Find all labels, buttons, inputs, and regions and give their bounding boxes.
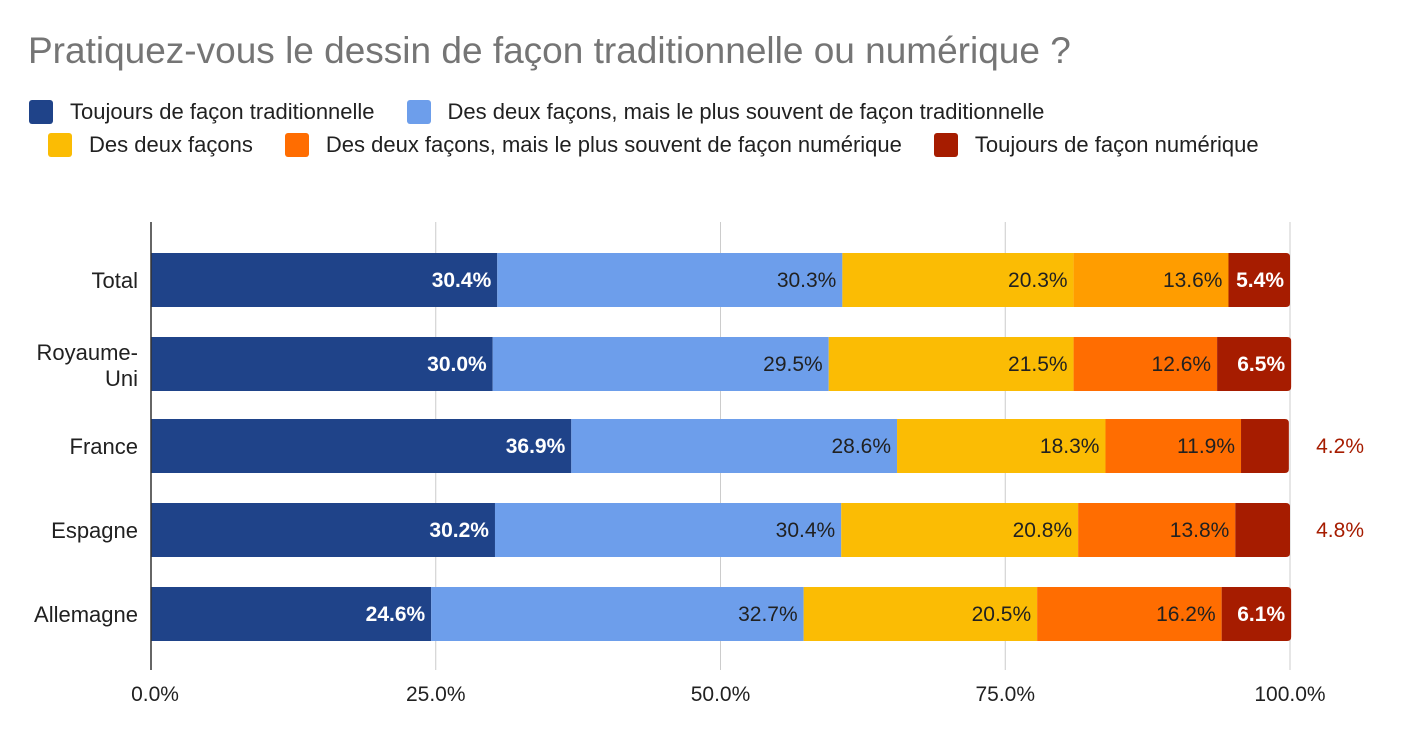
bar-segment [151,503,495,557]
data-label: 6.5% [1237,353,1285,376]
legend-item[interactable]: Toujours de façon numérique [933,132,1259,158]
bar-segment [828,337,1074,391]
data-label: 4.2% [1316,435,1364,458]
category-label: Royaume-Uni [37,340,138,391]
bar-segment [1105,419,1242,473]
data-label: 20.5% [972,603,1032,626]
bar-segment [151,587,432,641]
legend-item[interactable]: Des deux façons [48,132,253,158]
category-label: Total [92,268,138,293]
bar-segment [1073,253,1229,307]
bar-segment [151,419,572,473]
data-label: 20.3% [1008,269,1068,292]
bar-segment [151,337,493,391]
data-label: 12.6% [1152,353,1212,376]
bar-segment [1078,503,1236,557]
bar-segment [1228,253,1290,307]
bar-segment [497,253,843,307]
legend-label: Toujours de façon numérique [974,132,1259,157]
x-tick-label: 75.0% [975,683,1035,706]
data-label: 32.7% [738,603,798,626]
data-label: 36.9% [506,435,566,458]
data-label: 30.4% [432,269,492,292]
bar-segment [492,337,829,391]
bar-segment [1241,419,1289,473]
data-label: 13.6% [1163,269,1223,292]
legend-swatch [29,100,53,124]
bar-segment [1217,337,1292,391]
legend-label: Des deux façons, mais le plus souvent de… [325,132,902,157]
chart-title: Pratiquez-vous le dessin de façon tradit… [28,30,1071,71]
data-label: 11.9% [1177,435,1235,458]
legend-item[interactable]: Toujours de façon traditionnelle [29,99,375,125]
bar-segment [841,503,1079,557]
bar-segment [842,253,1074,307]
data-label: 24.6% [366,603,426,626]
bar-segment [494,503,842,557]
x-tick-label: 25.0% [406,683,466,706]
data-label: 29.5% [763,353,823,376]
legend-label: Des deux façons [89,132,253,157]
category-label: Allemagne [34,602,138,627]
legend-label: Toujours de façon traditionnelle [70,99,375,124]
legend-swatch [406,100,431,124]
bar-segment [151,253,498,307]
bar-segment [1037,587,1222,641]
x-tick-label: 50.0% [691,683,751,706]
category-label: Espagne [51,518,138,543]
data-label: 30.0% [427,353,487,376]
legend-swatch [284,133,309,157]
data-label: 30.2% [429,519,489,542]
data-label: 16.2% [1156,603,1216,626]
legend-row-2: Des deux façons Des deux façons, mais le … [48,132,1291,158]
data-label: 21.5% [1008,353,1068,376]
bar-segment [1073,337,1218,391]
bar-segment [803,587,1038,641]
legend-swatch [933,133,958,157]
legend-item[interactable]: Des deux façons, mais le plus souvent de… [284,132,902,158]
data-label: 18.3% [1040,435,1100,458]
data-label: 28.6% [831,435,891,458]
bar-segment [897,419,1106,473]
bar-segment [571,419,898,473]
legend-swatch [48,133,72,157]
data-label: 20.8% [1013,519,1073,542]
data-label: 6.1% [1237,603,1285,626]
data-label: 5.4% [1236,269,1284,292]
data-label: 4.8% [1316,519,1364,542]
data-label: 30.4% [776,519,836,542]
bar-segment [1235,503,1290,557]
bar-segment [431,587,804,641]
x-tick-label: 100.0% [1254,683,1325,706]
bar-segment [1221,587,1292,641]
category-label: France [70,434,138,459]
legend-label: Des deux façons, mais le plus souvent de… [447,99,1045,124]
data-label: 13.8% [1170,519,1230,542]
legend-item[interactable]: Des deux façons, mais le plus souvent de… [406,99,1045,125]
data-label: 30.3% [777,269,837,292]
legend-row-1: Toujours de façon traditionnelle Des deux… [29,99,1076,125]
x-tick-label: 0.0% [131,683,179,706]
